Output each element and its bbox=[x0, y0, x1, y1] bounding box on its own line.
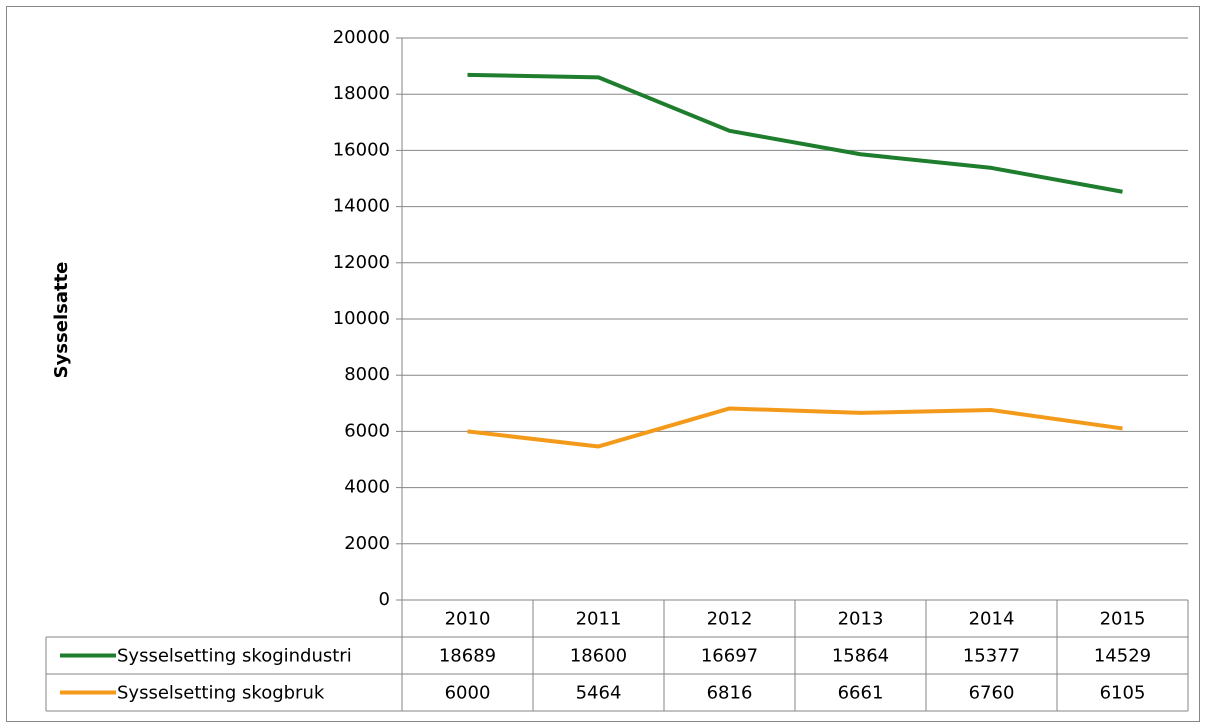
legend-label: Sysselsetting skogbruk bbox=[117, 683, 325, 704]
y-tick-label: 2000 bbox=[344, 533, 390, 554]
table-value: 6661 bbox=[838, 683, 884, 704]
chart-border bbox=[6, 6, 1200, 722]
y-tick-label: 12000 bbox=[333, 252, 390, 273]
y-tick-label: 8000 bbox=[344, 364, 390, 385]
x-tick-label: 2014 bbox=[969, 609, 1015, 630]
line-series bbox=[467, 72, 1123, 194]
table-value: 16697 bbox=[701, 646, 758, 667]
y-tick-label: 14000 bbox=[333, 196, 390, 217]
x-tick-label: 2015 bbox=[1100, 609, 1146, 630]
table-value: 18600 bbox=[570, 646, 627, 667]
y-tick-label: 0 bbox=[379, 589, 390, 610]
table-value: 15377 bbox=[963, 646, 1020, 667]
x-tick-label: 2010 bbox=[445, 609, 491, 630]
table-value: 15864 bbox=[832, 646, 889, 667]
table-value: 6816 bbox=[707, 683, 753, 704]
table-value: 5464 bbox=[576, 683, 622, 704]
table-value: 6000 bbox=[445, 683, 491, 704]
table-value: 6760 bbox=[969, 683, 1015, 704]
table-value: 6105 bbox=[1100, 683, 1146, 704]
legend-label: Sysselsetting skogindustri bbox=[117, 646, 352, 667]
y-tick-label: 18000 bbox=[333, 83, 390, 104]
y-tick-label: 10000 bbox=[333, 308, 390, 329]
y-axis-label: Sysselsatte bbox=[51, 262, 72, 379]
y-tick-label: 6000 bbox=[344, 420, 390, 441]
y-tick-label: 4000 bbox=[344, 477, 390, 498]
table-value: 18689 bbox=[439, 646, 496, 667]
x-tick-label: 2013 bbox=[838, 609, 884, 630]
y-tick-label: 16000 bbox=[333, 139, 390, 160]
x-tick-label: 2012 bbox=[707, 609, 753, 630]
line-series bbox=[467, 406, 1123, 449]
y-tick-label: 20000 bbox=[333, 27, 390, 48]
x-tick-label: 2011 bbox=[576, 609, 622, 630]
table-value: 14529 bbox=[1094, 646, 1151, 667]
